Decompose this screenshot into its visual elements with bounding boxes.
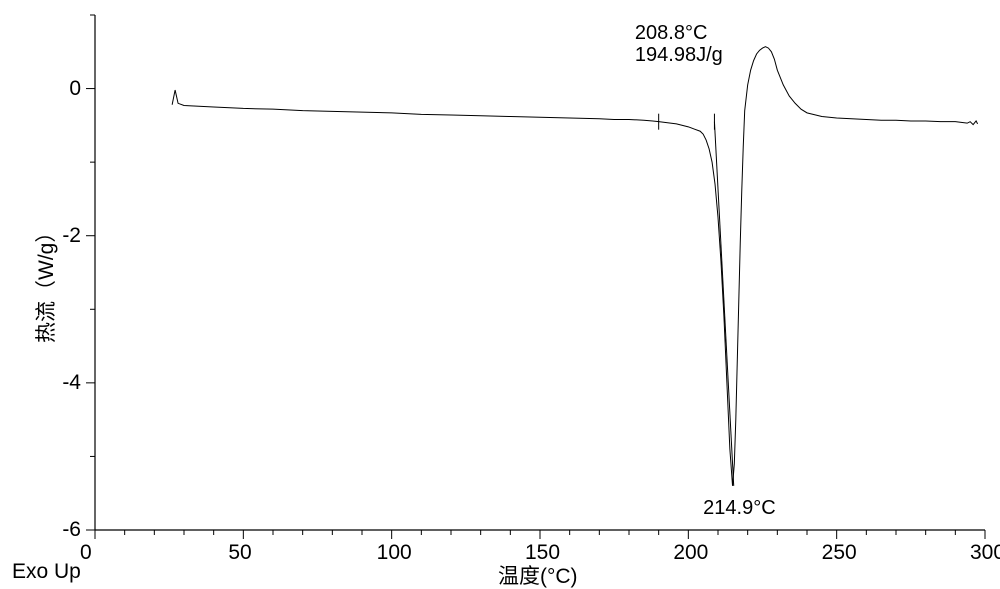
x-tick-label: 50 xyxy=(228,541,251,565)
x-tick-label: 0 xyxy=(80,541,92,565)
x-tick-label: 200 xyxy=(673,541,708,565)
dsc-chart-svg xyxy=(0,0,1000,589)
enthalpy-label: 194.98J/g xyxy=(635,44,723,67)
y-tick-label: -2 xyxy=(51,224,81,248)
x-tick-label: 100 xyxy=(377,541,412,565)
onset-temperature-label: 208.8°C xyxy=(635,22,708,45)
exo-up-label: Exo Up xyxy=(12,560,81,584)
y-tick-label: -4 xyxy=(51,371,81,395)
peak-temperature-label: 214.9°C xyxy=(703,497,776,520)
x-tick-label: 150 xyxy=(525,541,560,565)
y-tick-label: 0 xyxy=(51,77,81,101)
y-tick-label: -6 xyxy=(51,518,81,542)
chart-container: 热流（W/g） 温度(°C) Exo Up 208.8°C 194.98J/g … xyxy=(0,0,1000,589)
x-tick-label: 250 xyxy=(822,541,857,565)
x-tick-label: 300 xyxy=(970,541,1000,565)
